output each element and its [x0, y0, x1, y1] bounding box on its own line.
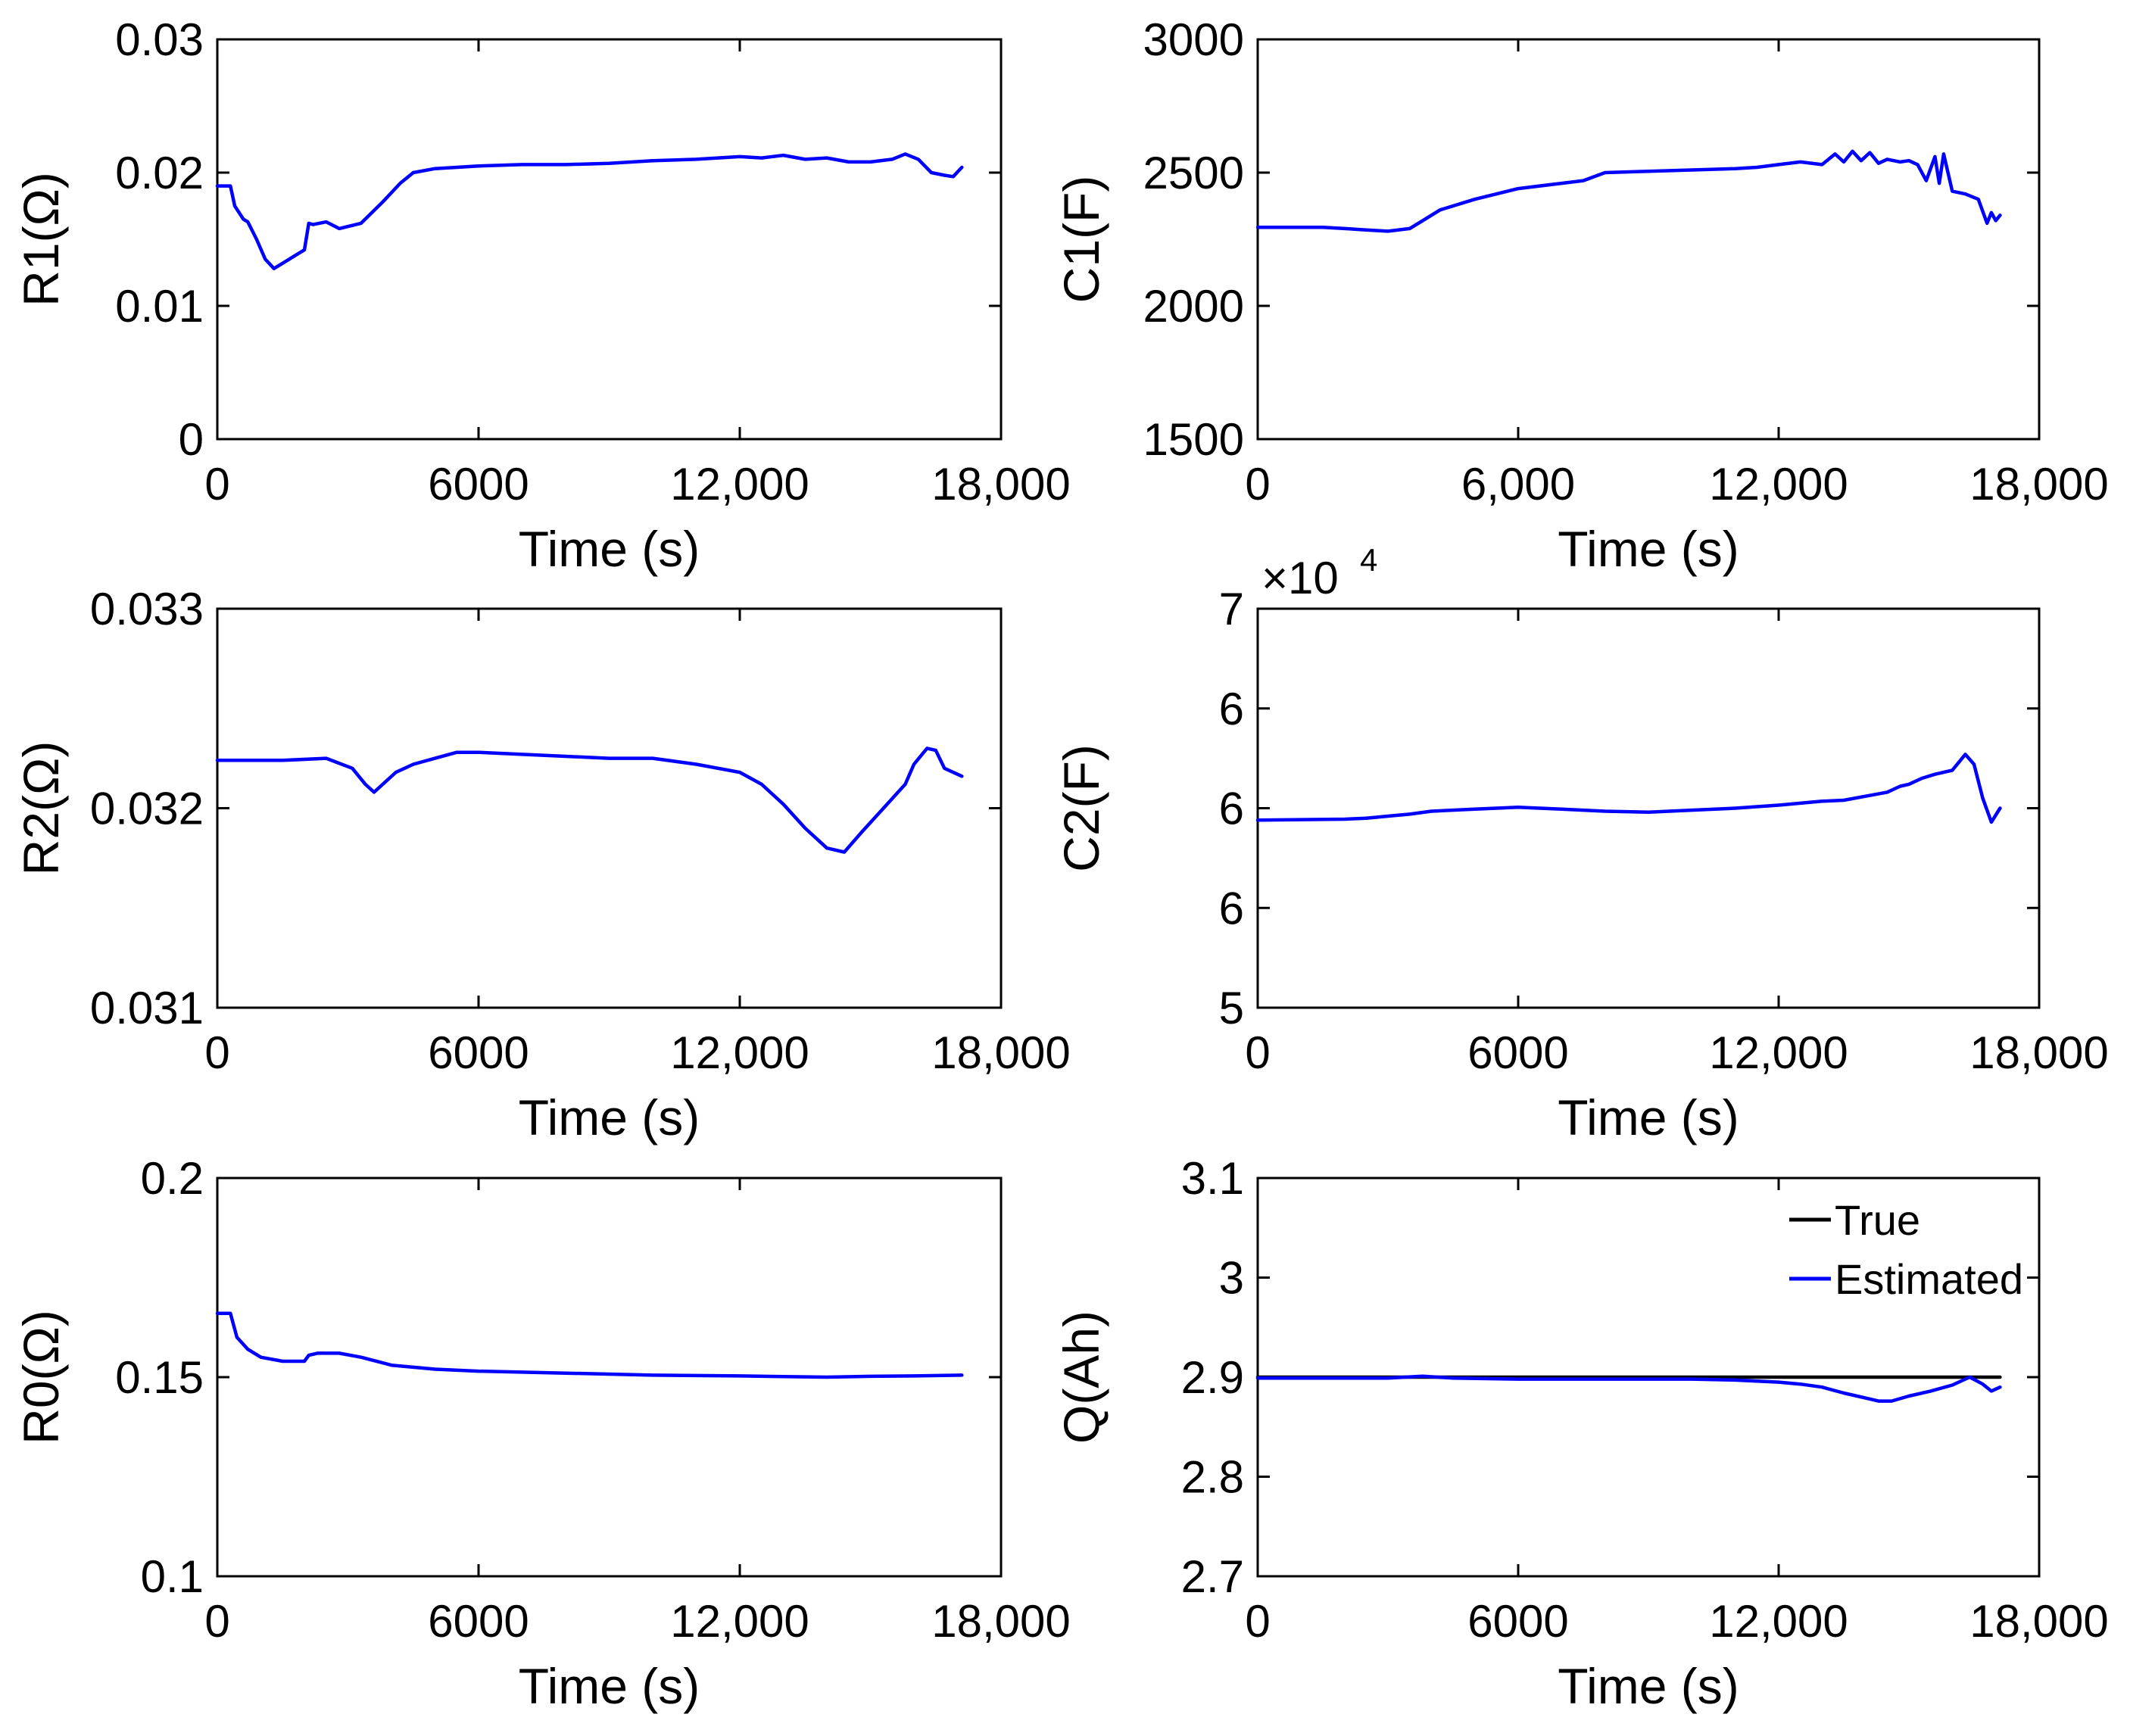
panel-6-y-axis-label: Q(Ah) — [1053, 1311, 1109, 1444]
panel-5-x-tick-label: 12,000 — [670, 1596, 809, 1647]
panel-2-series-estimated-line — [1255, 149, 2002, 233]
panel-5-y-tick-label: 0.15 — [115, 1352, 204, 1403]
panel-2-y-tick-label: 2500 — [1143, 148, 1244, 198]
panel-6-x-tick-label: 6000 — [1467, 1596, 1568, 1647]
panel-6-series-estimated-line — [1255, 1374, 2002, 1403]
panel-2-x-tick-label: 18,000 — [1969, 459, 2109, 510]
panel-6-legend-label-true: True — [1835, 1196, 1920, 1244]
panel-6-y-tick-label: 2.9 — [1181, 1352, 1244, 1403]
panel-4-x-tick-label: 0 — [1245, 1027, 1270, 1078]
panel-4-y-tick-label: 6 — [1219, 784, 1244, 834]
panel-3-y-tick-label: 0.032 — [90, 784, 204, 834]
panel-1-x-tick-label: 12,000 — [670, 459, 809, 510]
panel-3-x-tick-label: 12,000 — [670, 1027, 809, 1078]
panel-2-y-axis-label: C1(F) — [1053, 176, 1109, 304]
panel-2-x-axis-label: Time (s) — [1558, 521, 1739, 577]
panel-2-x-tick-label: 12,000 — [1709, 459, 1848, 510]
panel-1-x-tick-label: 18,000 — [931, 459, 1071, 510]
panel-6-y-tick-label: 3.1 — [1181, 1153, 1244, 1204]
panel-2-y-tick-label: 2000 — [1143, 281, 1244, 332]
panel-1-series-estimated-line — [215, 152, 964, 270]
panel-5-y-axis-label: R0(Ω) — [13, 1310, 69, 1445]
panel-3-y-axis-label: R2(Ω) — [13, 741, 69, 876]
panel-4-series-estimated-line — [1255, 753, 2002, 824]
panel-3-series-estimated-line — [215, 746, 964, 854]
panel-6-y-tick-label: 2.7 — [1181, 1551, 1244, 1602]
panel-4-plot-frame — [1256, 607, 2041, 1009]
panel-1-y-tick-label: 0.01 — [115, 281, 204, 332]
panel-1-y-tick-label: 0 — [179, 414, 204, 465]
panel-3-x-tick-label: 0 — [204, 1027, 229, 1078]
panel-6-y-tick-label: 3 — [1219, 1253, 1244, 1304]
panel-1-x-axis-label: Time (s) — [519, 521, 700, 577]
panel-5-x-tick-label: 6000 — [428, 1596, 529, 1647]
panel-1-plot-frame — [216, 38, 1003, 441]
panel-4-exponent-power: 4 — [1360, 542, 1377, 578]
panel-3-x-axis-label: Time (s) — [519, 1089, 700, 1145]
panel-2-x-tick-label: 0 — [1245, 459, 1270, 510]
panel-2-y-tick-label: 1500 — [1143, 414, 1244, 465]
panel-3-y-tick-label: 0.031 — [90, 983, 204, 1033]
panel-1-y-axis-label: R1(Ω) — [13, 172, 69, 307]
panel-5-x-tick-label: 18,000 — [931, 1596, 1071, 1647]
panel-6-x-tick-label: 18,000 — [1969, 1596, 2109, 1647]
panel-2-x-tick-label: 6,000 — [1461, 459, 1575, 510]
panel-4-y-tick-label: 6 — [1219, 883, 1244, 933]
panel-2-y-tick-label: 3000 — [1143, 14, 1244, 65]
panel-6-x-axis-label: Time (s) — [1558, 1658, 1739, 1714]
panel-5-y-tick-label: 0.1 — [141, 1551, 204, 1602]
panel-4-x-tick-label: 18,000 — [1969, 1027, 2109, 1078]
panel-4-x-tick-label: 12,000 — [1709, 1027, 1848, 1078]
panel-6-x-tick-label: 0 — [1245, 1596, 1270, 1647]
panel-1-x-tick-label: 6000 — [428, 459, 529, 510]
panel-5-x-axis-label: Time (s) — [519, 1658, 700, 1714]
panel-5-x-tick-label: 0 — [204, 1596, 229, 1647]
panel-6-y-tick-label: 2.8 — [1181, 1452, 1244, 1503]
panel-5-y-tick-label: 0.2 — [141, 1153, 204, 1204]
panel-4-y-axis-label: C2(F) — [1053, 744, 1109, 872]
panel-3-x-tick-label: 18,000 — [931, 1027, 1071, 1078]
panel-4-x-axis-label: Time (s) — [1558, 1089, 1739, 1145]
panel-1-y-tick-label: 0.03 — [115, 14, 204, 65]
panel-4-y-tick-label: 5 — [1219, 983, 1244, 1033]
panel-1-x-tick-label: 0 — [204, 459, 229, 510]
panel-6-legend-label-estimated: Estimated — [1835, 1255, 2023, 1303]
panel-1-y-tick-label: 0.02 — [115, 148, 204, 198]
panel-4-y-tick-label: 6 — [1219, 684, 1244, 734]
panel-4-exponent-label: ×10 — [1261, 553, 1339, 603]
panel-6-x-tick-label: 12,000 — [1709, 1596, 1848, 1647]
panel-3-x-tick-label: 6000 — [428, 1027, 529, 1078]
panel-3-y-tick-label: 0.033 — [90, 584, 204, 634]
panel-2-plot-frame — [1256, 38, 2041, 441]
panel-4-x-tick-label: 6000 — [1467, 1027, 1568, 1078]
panel-4-y-tick-label: 7 — [1219, 584, 1244, 634]
panel-5-series-estimated-line — [215, 1311, 964, 1379]
